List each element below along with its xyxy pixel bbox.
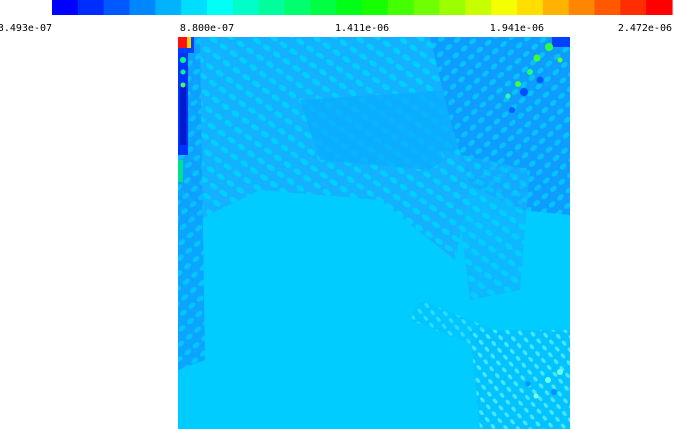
colorbar-band [439, 0, 466, 15]
colorbar-band [465, 0, 492, 15]
colorbar-band [620, 0, 647, 15]
top-right-green-spot [545, 43, 553, 51]
top-right-low-corner [552, 37, 570, 47]
colorbar-tick-label: 2.472e-06 [618, 23, 672, 34]
colorbar-tick-label: 1.941e-06 [490, 23, 544, 34]
colorbar-band [568, 0, 596, 15]
top-right-green-spot [505, 93, 511, 99]
bottom-right-ripple-region [470, 330, 570, 429]
top-right-blue-spot [520, 88, 528, 96]
low-value-strip-inner [180, 85, 186, 145]
colorbar-tick-labels: 3.493e-07 8.800e-07 1.411e-06 1.941e-06 2.47… [0, 23, 672, 34]
contour-plot-area [178, 37, 570, 429]
left-green-spot [180, 82, 186, 88]
upper-smooth-band [300, 90, 470, 170]
colorbar-band [362, 0, 389, 15]
top-left-hot-spot [178, 37, 187, 48]
colorbar-band [232, 0, 260, 15]
top-right-green-spot [515, 81, 521, 87]
bottom-right-blue-spot [525, 381, 531, 387]
colorbar-tick-label: 3.493e-07 [0, 23, 52, 34]
colorbar-band [646, 0, 673, 15]
bottom-right-light-spot [545, 377, 551, 383]
colorbar-band [387, 0, 415, 15]
top-right-green-spot [533, 54, 541, 62]
colorbar-band [336, 0, 363, 15]
colorbar-band [542, 0, 570, 15]
colorbar-band [77, 0, 105, 15]
colorbar-band [594, 0, 621, 15]
mid-ripple-region [440, 150, 530, 300]
colorbar-band [413, 0, 441, 15]
left-green-bar [178, 160, 183, 182]
colorbar-band [181, 0, 208, 15]
colorbar-band [129, 0, 156, 15]
colorbar [52, 0, 673, 15]
top-left-warm-ring [187, 37, 191, 48]
bottom-right-blue-spot [551, 389, 557, 395]
top-right-green-spot [557, 57, 563, 63]
bottom-right-light-spot [533, 393, 539, 399]
colorbar-tick-label: 8.800e-07 [180, 23, 234, 34]
colorbar-band [310, 0, 337, 15]
colorbar-band [284, 0, 311, 15]
colorbar-band [207, 0, 234, 15]
top-right-blue-spot [509, 107, 515, 113]
left-green-spot [180, 57, 186, 63]
bottom-right-diagonal [410, 300, 520, 360]
colorbar-band [52, 0, 79, 15]
top-right-ripple-region [430, 37, 570, 215]
left-green-spot [180, 69, 186, 75]
colorbar-band [155, 0, 182, 15]
top-right-blue-spot [536, 76, 544, 84]
colorbar-band [491, 0, 518, 15]
colorbar-band [103, 0, 131, 15]
colorbar-band [258, 0, 286, 15]
colorbar-band [517, 0, 544, 15]
colorbar-tick-label: 1.411e-06 [335, 23, 389, 34]
bottom-right-light-spot [557, 369, 563, 375]
top-right-green-spot [527, 69, 533, 75]
